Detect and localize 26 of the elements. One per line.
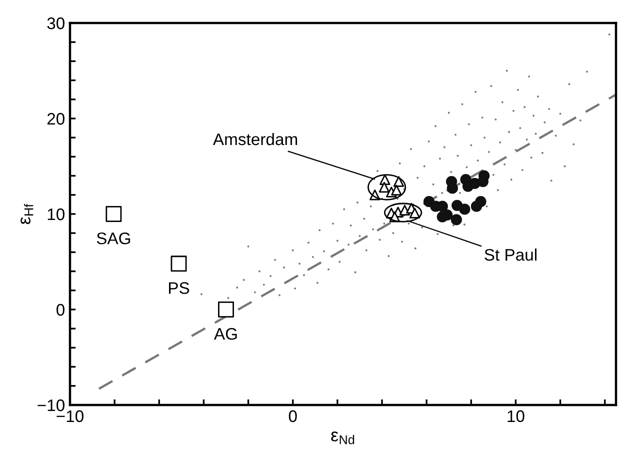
annotation: SAG — [96, 232, 130, 244]
point — [393, 176, 404, 187]
text: Amsterdam — [212, 132, 298, 146]
y-axis-title: ε$_{Hf}$ — [20, 204, 34, 224]
x-tick-label: 10 — [508, 410, 524, 422]
point — [218, 302, 234, 318]
y-tick-label: 30 — [47, 17, 64, 30]
y-tick-label: 20 — [47, 112, 64, 125]
point — [459, 204, 470, 215]
point — [475, 196, 486, 208]
y-tick-label: 0 — [56, 304, 64, 316]
point — [450, 214, 462, 226]
point — [170, 256, 187, 272]
point — [436, 211, 448, 222]
x-axis-title: ε$_{Nd}$ — [331, 432, 354, 444]
y-tick-label: 10 — [48, 208, 64, 220]
annotation: AG — [214, 328, 237, 340]
point — [391, 184, 402, 196]
annotation: PS — [169, 282, 190, 294]
x-tick-label: 0 — [288, 410, 297, 422]
point — [446, 182, 458, 194]
point — [409, 208, 420, 218]
y-tick-label: −10 — [38, 399, 64, 412]
point — [106, 206, 122, 222]
text: St Paul — [484, 248, 536, 261]
x-tick-label: −10 — [56, 410, 84, 422]
